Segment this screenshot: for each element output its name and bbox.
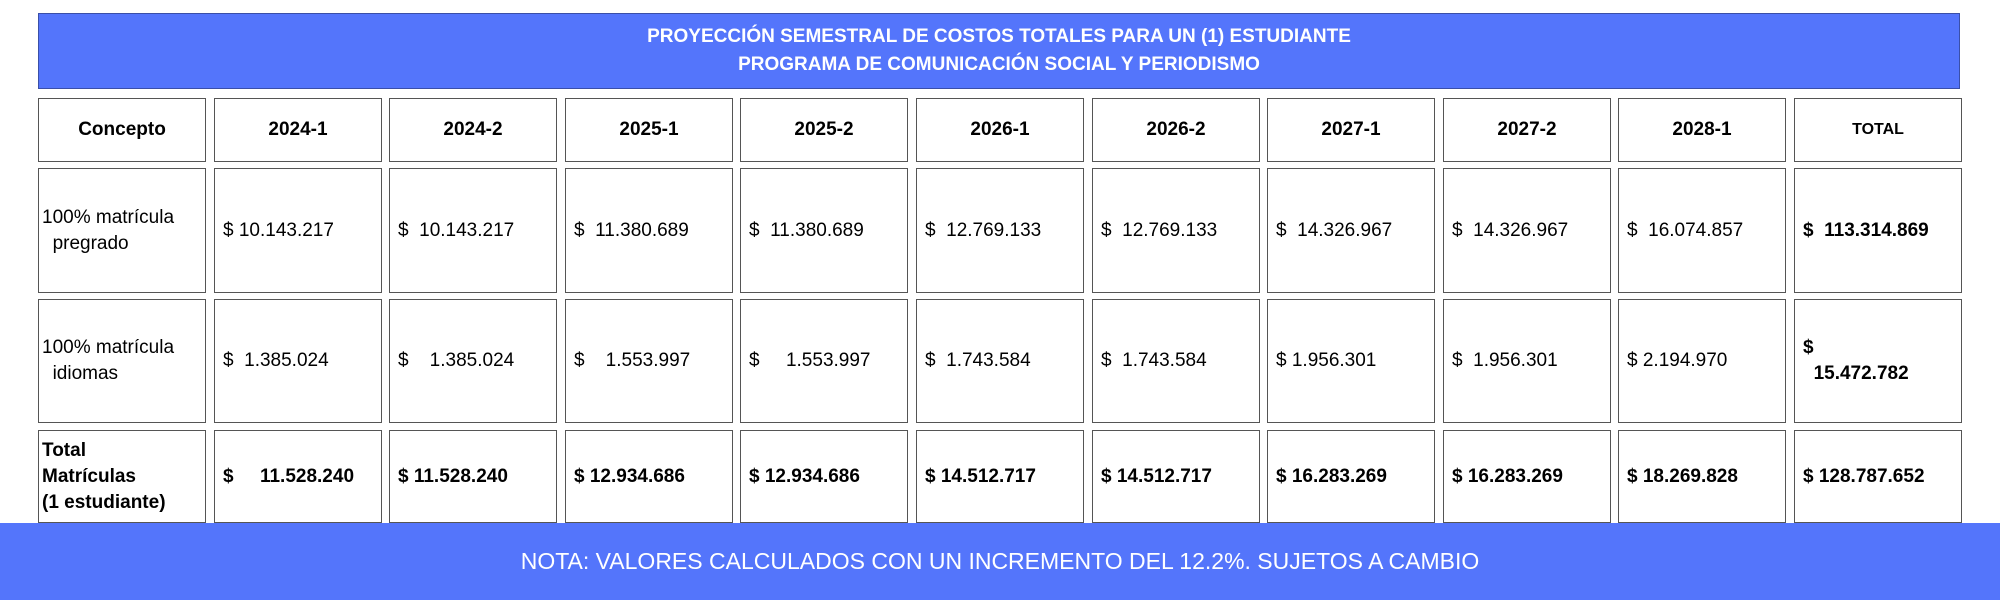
table-cell: $ 1.385.024 [389, 299, 557, 423]
table-cell-text: $ 1.743.584 [1101, 350, 1207, 371]
table-cell-text: $ 1.385.024 [223, 350, 329, 371]
table-cell: $ 18.269.828 [1618, 430, 1786, 523]
table-cell: $ 14.512.717 [916, 430, 1084, 523]
table-cell: $ 14.326.967 [1267, 168, 1435, 293]
row-label-text: Total Matrículas (1 estudiante) [42, 439, 166, 513]
table-cell-text: $ 15.472.782 [1803, 337, 1909, 384]
table-cell-text: $ 11.528.240 [398, 465, 508, 487]
table-cell: $ 10.143.217 [214, 168, 382, 293]
table-cell-text: $ 113.314.869 [1803, 219, 1929, 241]
column-header: 2027-1 [1267, 98, 1435, 162]
title-line-2: PROGRAMA DE COMUNICACIÓN SOCIAL Y PERIOD… [738, 54, 1260, 75]
column-header-text: 2025-1 [619, 119, 679, 140]
table-cell-text: $ 12.934.686 [749, 465, 860, 487]
table-cell: $ 11.380.689 [740, 168, 908, 293]
table-cell: $ 113.314.869 [1794, 168, 1962, 293]
table-cell-text: $ 2.194.970 [1627, 350, 1728, 371]
column-header: 2025-2 [740, 98, 908, 162]
table-cell: $ 16.074.857 [1618, 168, 1786, 293]
column-header: 2026-2 [1092, 98, 1260, 162]
table-cell: $ 12.934.686 [565, 430, 733, 523]
table-cell: $ 12.769.133 [1092, 168, 1260, 293]
table-cell-text: $ 11.380.689 [574, 219, 689, 241]
table-cell: $ 1.385.024 [214, 299, 382, 423]
table-cell: $ 14.326.967 [1443, 168, 1611, 293]
row-label-text: 100% matrícula idiomas [42, 337, 175, 384]
table-cell-text: $ 16.283.269 [1276, 465, 1387, 487]
column-header: 2026-1 [916, 98, 1084, 162]
row-label: 100% matrícula pregrado [38, 168, 206, 293]
table-cell: $ 12.934.686 [740, 430, 908, 523]
column-header-text: 2028-1 [1672, 119, 1732, 140]
column-header: 2024-2 [389, 98, 557, 162]
table-cell-text: $ 10.143.217 [223, 219, 334, 241]
table-cell: $ 1.743.584 [1092, 299, 1260, 423]
table-cell: $ 11.528.240 [389, 430, 557, 523]
row-label: Total Matrículas (1 estudiante) [38, 430, 206, 523]
title-line-1: PROYECCIÓN SEMESTRAL DE COSTOS TOTALES P… [647, 26, 1351, 47]
column-header-text: Concepto [78, 119, 166, 140]
table-cell-text: $ 16.074.857 [1627, 219, 1744, 241]
table-cell: $ 11.380.689 [565, 168, 733, 293]
column-header-text: 2024-1 [268, 119, 328, 140]
table-cell: $ 1.743.584 [916, 299, 1084, 423]
column-header: 2025-1 [565, 98, 733, 162]
table-cell: $ 1.956.301 [1267, 299, 1435, 423]
column-header-text: 2026-1 [970, 119, 1030, 140]
table-cell-text: $ 1.553.997 [574, 350, 691, 371]
table-cell: $ 1.553.997 [740, 299, 908, 423]
row-label: 100% matrícula idiomas [38, 299, 206, 423]
column-header-text: 2024-2 [443, 119, 503, 140]
note-text: NOTA: VALORES CALCULADOS CON UN INCREMEN… [520, 548, 1480, 574]
table-cell-text: $ 12.769.133 [925, 219, 1042, 241]
table-cell: $ 16.283.269 [1267, 430, 1435, 523]
table-cell: $ 1.553.997 [565, 299, 733, 423]
column-header-text: 2026-2 [1146, 119, 1206, 140]
column-header: 2024-1 [214, 98, 382, 162]
table-cell-text: $ 14.512.717 [925, 465, 1036, 487]
table-cell-text: $ 14.512.717 [1101, 465, 1212, 487]
column-header: 2027-2 [1443, 98, 1611, 162]
table-cell-text: $ 11.380.689 [749, 219, 864, 241]
table-cell: $ 2.194.970 [1618, 299, 1786, 423]
table-cell: $ 16.283.269 [1443, 430, 1611, 523]
table-cell-text: $ 1.385.024 [398, 350, 515, 371]
table-cell-text: $ 14.326.967 [1452, 219, 1569, 241]
table-cell-text: $ 128.787.652 [1803, 465, 1925, 487]
table-cell: $ 14.512.717 [1092, 430, 1260, 523]
table-cell-text: $ 14.326.967 [1276, 219, 1393, 241]
column-header: Concepto [38, 98, 206, 162]
table-cell-text: $ 10.143.217 [398, 219, 515, 241]
table-cell: $ 10.143.217 [389, 168, 557, 293]
table-cell-text: $ 12.769.133 [1101, 219, 1218, 241]
table-cell: $ 1.956.301 [1443, 299, 1611, 423]
table-cell-text: $ 1.956.301 [1276, 350, 1377, 371]
note-banner: NOTA: VALORES CALCULADOS CON UN INCREMEN… [0, 523, 2000, 600]
column-header-text: 2027-2 [1497, 119, 1557, 140]
table-cell-text: $ 18.269.828 [1627, 465, 1738, 487]
table-cell-text: $ 1.553.997 [749, 350, 871, 371]
column-header-text: 2027-1 [1321, 119, 1381, 140]
table-title: PROYECCIÓN SEMESTRAL DE COSTOS TOTALES P… [38, 13, 1960, 89]
table-cell-text: $ 1.956.301 [1452, 350, 1558, 371]
column-header-text: TOTAL [1852, 121, 1904, 138]
table-cell: $ 15.472.782 [1794, 299, 1962, 423]
row-label-text: 100% matrícula pregrado [42, 206, 175, 254]
table-cell: $ 12.769.133 [916, 168, 1084, 293]
column-header: 2028-1 [1618, 98, 1786, 162]
table-cell-text: $ 11.528.240 [223, 465, 355, 487]
column-header: TOTAL [1794, 98, 1962, 162]
table-cell: $ 11.528.240 [214, 430, 382, 523]
table-cell-text: $ 12.934.686 [574, 465, 685, 487]
column-header-text: 2025-2 [794, 119, 854, 140]
table-cell: $ 128.787.652 [1794, 430, 1962, 523]
table-cell-text: $ 16.283.269 [1452, 465, 1563, 487]
table-cell-text: $ 1.743.584 [925, 350, 1031, 371]
